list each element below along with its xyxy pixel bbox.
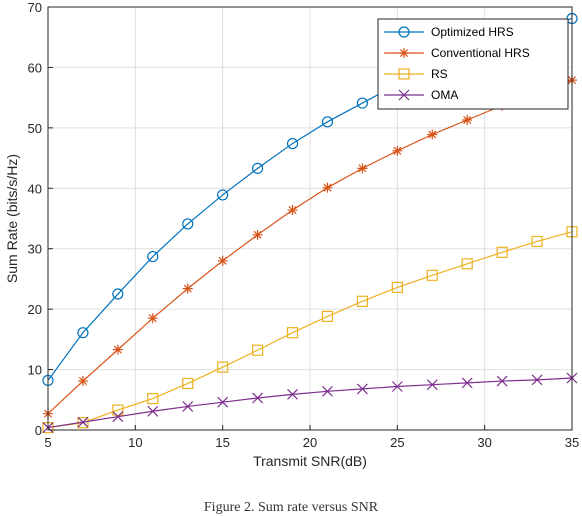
x-tick-label: 15: [215, 435, 229, 450]
legend-item: OMA: [384, 88, 458, 102]
series-line: [47, 377, 573, 429]
data-point: [182, 377, 194, 390]
data-point: [461, 258, 473, 270]
legend-item: RS: [384, 67, 448, 81]
data-point: [252, 344, 264, 356]
data-point: [287, 388, 298, 400]
data-point: [391, 381, 403, 392]
legend-marker: [398, 89, 410, 101]
data-point: [322, 182, 333, 193]
data-point: [531, 374, 543, 386]
figure-caption: Figure 2. Sum rate versus SNR: [203, 500, 379, 515]
legend-label: Optimized HRS: [431, 25, 514, 39]
data-point: [252, 392, 264, 404]
x-axis-title: Transmit SNR(dB): [253, 453, 367, 469]
x-tick-label: 25: [390, 435, 404, 450]
data-point: [287, 205, 298, 216]
data-point: [321, 116, 334, 128]
data-point: [391, 281, 403, 293]
x-tick-label: 30: [477, 435, 491, 450]
data-point: [252, 162, 264, 174]
data-point: [182, 218, 194, 230]
data-point: [321, 310, 334, 322]
data-point: [531, 235, 543, 248]
legend-marker: [398, 68, 410, 80]
data-point: [427, 129, 438, 140]
y-tick-label: 0: [35, 423, 42, 438]
legend-marker: [399, 48, 409, 58]
data-point: [147, 405, 159, 417]
data-point: [217, 396, 229, 408]
data-point: [392, 145, 403, 156]
data-point: [217, 189, 229, 201]
y-tick-label: 60: [28, 60, 42, 75]
data-point: [147, 392, 159, 405]
legend-label: OMA: [431, 88, 458, 102]
series-line: [47, 79, 573, 415]
data-point: [286, 327, 299, 339]
data-point: [426, 269, 438, 281]
y-tick-label: 10: [28, 363, 42, 378]
data-point: [112, 288, 124, 300]
data-point: [147, 250, 159, 263]
y-tick-label: 50: [28, 121, 42, 136]
x-tick-label: 20: [303, 435, 317, 450]
data-point: [217, 361, 229, 373]
x-tick-label: 10: [128, 435, 142, 450]
data-point: [112, 411, 124, 423]
legend-box: [377, 18, 569, 110]
x-tick-label: 35: [565, 435, 579, 450]
sum-rate-chart: 5 10 15 20 25 30 35 0 10 20 30 40 50 60 70 Transmit SN…: [4, 0, 580, 469]
data-point: [147, 313, 158, 324]
data-point: [112, 404, 124, 416]
data-point: [356, 295, 368, 307]
data-point: [286, 137, 299, 150]
y-tick-label: 40: [28, 181, 42, 196]
data-point: [77, 376, 88, 387]
legend-label: Conventional HRS: [431, 46, 530, 60]
data-point: [426, 379, 438, 391]
legend-marker: [398, 26, 410, 38]
data-point: [496, 375, 508, 387]
y-tick-label: 30: [28, 242, 42, 257]
data-point: [462, 115, 473, 126]
x-tick-label: 5: [44, 435, 51, 450]
data-point: [356, 97, 368, 109]
legend: Optimized HRS Conventional HRS RS OMA: [377, 18, 569, 110]
data-point: [182, 401, 194, 412]
legend-item: Conventional HRS: [384, 46, 530, 60]
data-point: [77, 327, 89, 339]
data-point: [77, 416, 89, 428]
data-point: [496, 246, 508, 258]
data-point: [356, 383, 368, 395]
data-point: [112, 344, 123, 355]
data-point: [217, 255, 228, 266]
series-line: [47, 231, 573, 429]
data-point: [461, 377, 473, 389]
legend-label: RS: [431, 67, 448, 81]
data-point: [182, 283, 193, 294]
legend-item: Optimized HRS: [384, 25, 514, 39]
data-point: [252, 229, 263, 240]
y-axis-title: Sum Rate (bits/s/Hz): [4, 154, 20, 283]
data-point: [322, 385, 333, 397]
data-point: [357, 163, 368, 174]
y-tick-label: 70: [28, 0, 42, 15]
y-tick-label: 20: [28, 302, 42, 317]
series-2: [42, 226, 578, 434]
axis-ticks: 5 10 15 20 25 30 35 0 10 20 30 40 50 60 70: [28, 0, 580, 450]
